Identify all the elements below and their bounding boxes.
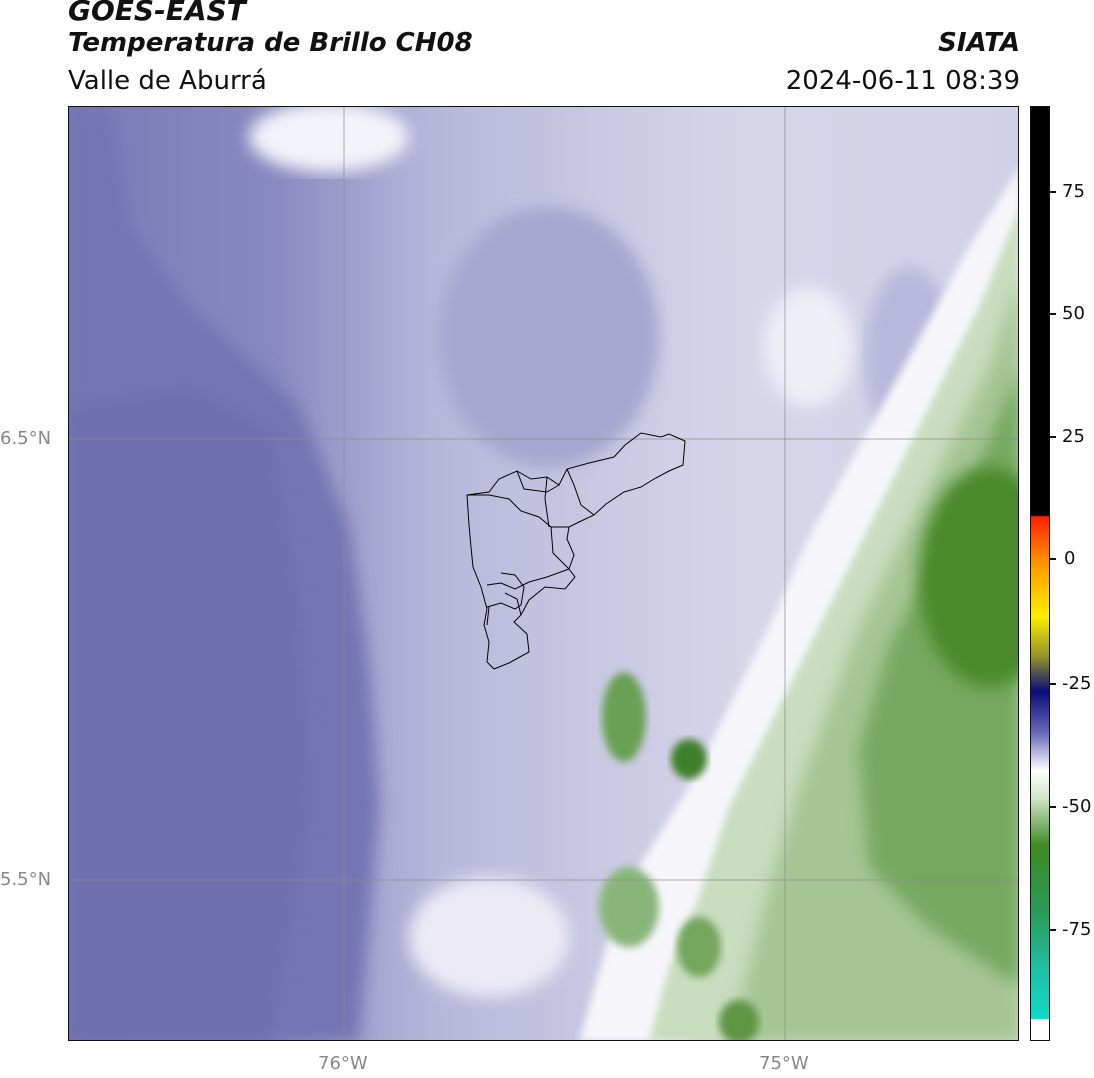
satellite-title: GOES-EAST [68,0,246,27]
warm-spot-3 [599,867,659,947]
colorbar-tick-50 [1050,313,1056,315]
lon-label-76W: 76°W [318,1053,368,1074]
colorbar-tick-0 [1050,558,1056,560]
warm-spot-4 [677,917,721,977]
valle-de-aburra-boundaries [466,432,686,670]
colorbar-tick-neg75 [1050,929,1056,931]
brightness-temperature-map [68,106,1019,1041]
warmest-core-east [919,467,1018,687]
warm-patch-north [249,107,409,172]
colorbar-label-neg50: -50 [1062,796,1092,817]
region-subtitle: Valle de Aburrá [68,66,267,96]
colorbar-label-0: 0 [1064,548,1076,569]
datetime-label: 2024-06-11 08:39 [785,66,1020,96]
colorbar-tick-neg25 [1050,683,1056,685]
product-title: Temperatura de Brillo CH08 [68,28,473,58]
colorbar-fill [1031,107,1049,1040]
cold-cloud-core-west [69,387,309,1040]
cloud-blob-north [439,207,659,467]
colorbar-tick-neg50 [1050,806,1056,808]
colorbar-label-50: 50 [1062,303,1085,324]
colorbar-label-neg25: -25 [1062,673,1092,694]
colorbar-tick-75 [1050,191,1056,193]
map-canvas [69,107,1018,1040]
warm-patch-south [409,877,569,997]
colorbar-label-neg75: -75 [1062,919,1092,940]
warm-spot-5 [719,1000,759,1040]
warm-spot-1 [602,672,646,762]
lon-label-75W: 75°W [759,1053,809,1074]
lat-label-6-5N: 6.5°N [0,428,52,449]
colorbar-label-75: 75 [1062,181,1085,202]
warm-band [579,170,1018,1040]
warm-patch-northeast [764,287,854,407]
lat-label-5-5N: 5.5°N [0,869,52,890]
colorbar [1030,106,1050,1041]
colorbar-label-25: 25 [1062,426,1085,447]
warm-spot-2 [671,739,707,779]
agency-label: SIATA [938,28,1020,58]
colorbar-gradient [1031,107,1049,1040]
colorbar-tick-25 [1050,436,1056,438]
